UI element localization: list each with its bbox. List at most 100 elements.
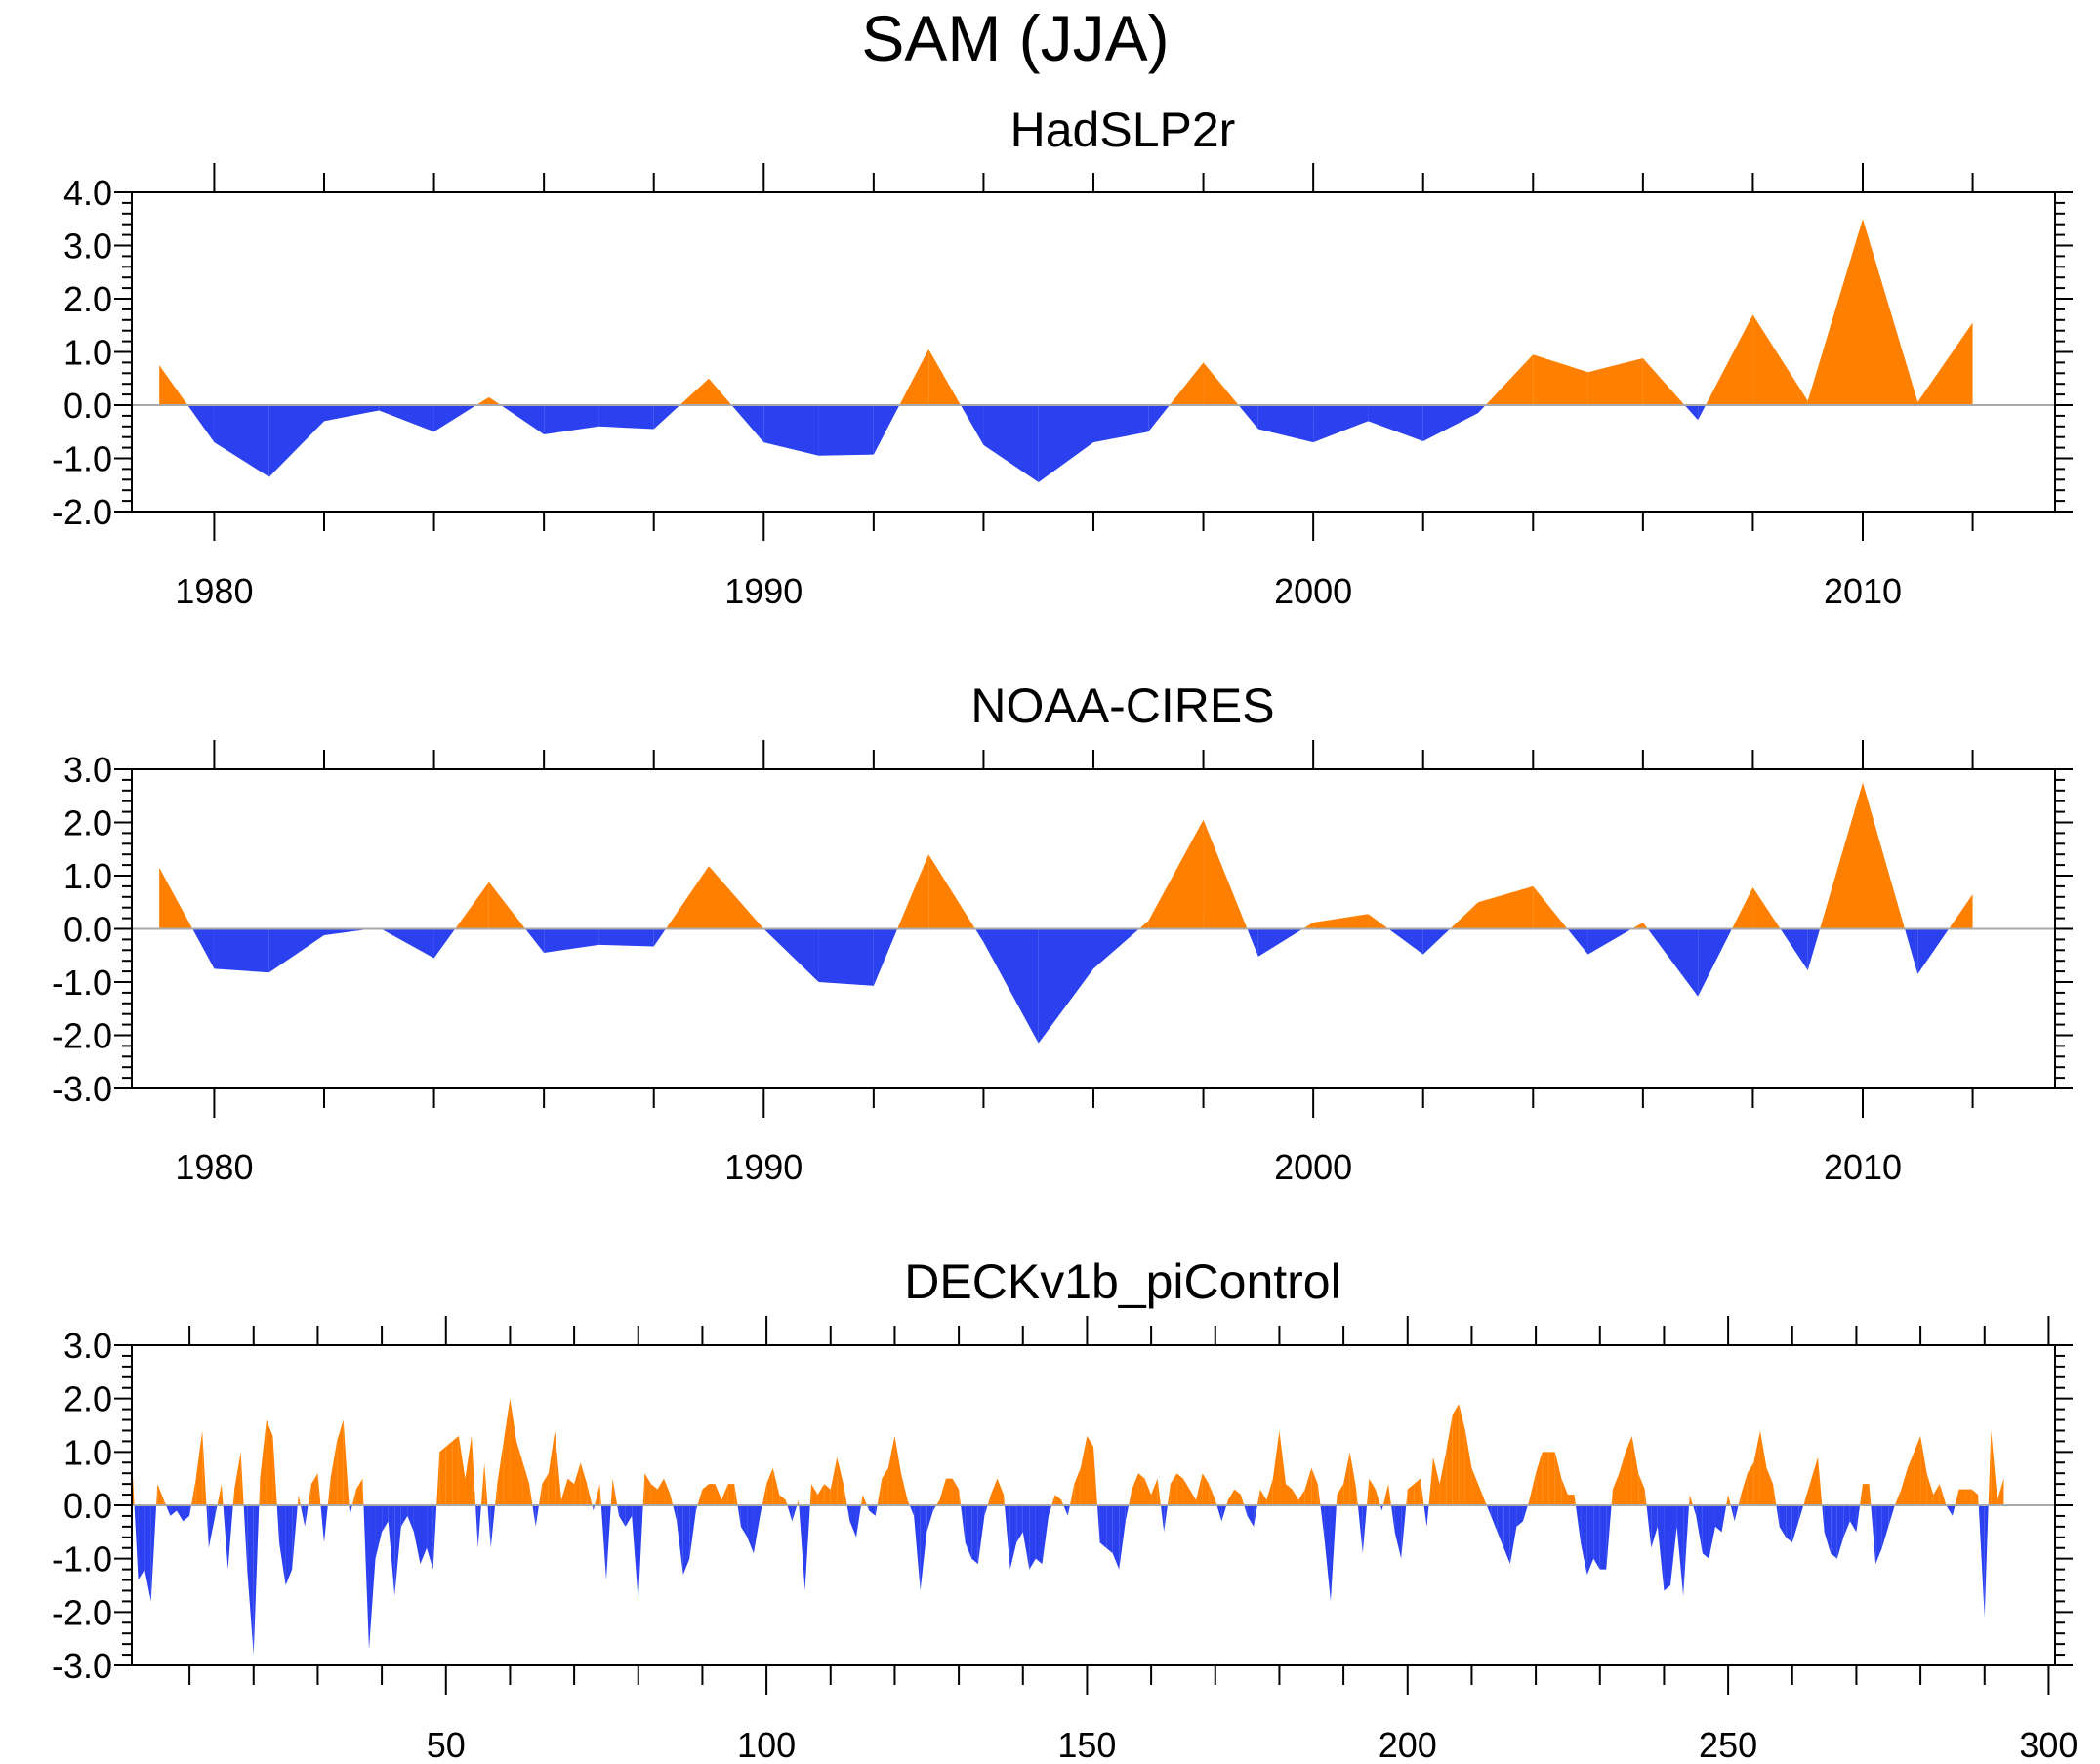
positive-area bbox=[644, 1473, 651, 1505]
positive-area bbox=[1367, 1478, 1370, 1505]
positive-area bbox=[1732, 886, 1753, 929]
negative-area bbox=[268, 928, 324, 973]
negative-area bbox=[413, 1505, 421, 1565]
negative-area bbox=[1696, 1505, 1703, 1554]
positive-area bbox=[580, 1462, 588, 1505]
negative-area bbox=[1257, 928, 1303, 957]
positive-area bbox=[1241, 1495, 1245, 1505]
negative-area bbox=[1320, 1505, 1325, 1538]
panel-3: DECKv1b_piControl -3.0 -2.0 -1.0 0.0 1.0 2.0 3.… bbox=[52, 1254, 2079, 1764]
negative-area bbox=[144, 1505, 151, 1602]
positive-area bbox=[1619, 1452, 1626, 1505]
negative-area bbox=[487, 1505, 491, 1548]
positive-area bbox=[465, 1435, 473, 1505]
y-tick-label: 4.0 bbox=[63, 173, 112, 213]
negative-area bbox=[1422, 405, 1478, 442]
positive-area bbox=[1369, 1478, 1376, 1505]
positive-area bbox=[548, 1430, 556, 1505]
positive-area bbox=[1439, 1452, 1447, 1505]
negative-area bbox=[1119, 1505, 1126, 1570]
negative-area bbox=[324, 1505, 328, 1543]
negative-area bbox=[1254, 1505, 1257, 1527]
positive-area bbox=[1533, 885, 1568, 929]
negative-area bbox=[1734, 1505, 1739, 1522]
negative-area bbox=[324, 928, 372, 936]
negative-area bbox=[689, 1505, 696, 1559]
positive-area bbox=[1478, 1484, 1485, 1505]
negative-area bbox=[1786, 1505, 1792, 1543]
positive-area bbox=[497, 1441, 504, 1505]
negative-area bbox=[875, 1505, 878, 1516]
negative-area bbox=[737, 1505, 741, 1527]
negative-area bbox=[1917, 928, 1950, 974]
y-tick-label: -1.0 bbox=[52, 963, 112, 1003]
positive-area bbox=[1272, 1430, 1280, 1505]
positive-area bbox=[599, 1484, 601, 1505]
negative-area bbox=[1497, 1505, 1504, 1548]
positive-area bbox=[1298, 1489, 1305, 1505]
negative-area bbox=[1646, 1505, 1652, 1548]
positive-area bbox=[1533, 354, 1588, 405]
negative-area bbox=[638, 1505, 643, 1602]
positive-area bbox=[567, 1478, 575, 1505]
positive-area bbox=[159, 365, 188, 405]
negative-area bbox=[920, 1505, 927, 1591]
positive-area bbox=[234, 1452, 241, 1505]
negative-area bbox=[1881, 1505, 1889, 1548]
positive-area bbox=[945, 1478, 953, 1505]
positive-area bbox=[445, 1441, 453, 1505]
negative-area bbox=[1952, 1505, 1956, 1516]
positive-area bbox=[997, 1478, 1005, 1505]
positive-area bbox=[1642, 358, 1685, 405]
negative-area bbox=[1238, 405, 1258, 430]
negative-area bbox=[1478, 405, 1486, 414]
negative-area bbox=[682, 1505, 690, 1576]
negative-area bbox=[1422, 928, 1451, 955]
negative-area bbox=[971, 1505, 978, 1565]
positive-area bbox=[330, 1441, 338, 1505]
negative-area bbox=[382, 1505, 389, 1533]
x-tick-label: 2010 bbox=[1824, 1147, 1902, 1187]
negative-area bbox=[677, 1505, 683, 1576]
positive-area bbox=[1542, 1452, 1549, 1505]
positive-area bbox=[1093, 1446, 1098, 1505]
positive-area bbox=[1356, 1489, 1358, 1505]
negative-area bbox=[1575, 1505, 1582, 1543]
positive-area bbox=[1726, 1495, 1729, 1505]
positive-area bbox=[159, 867, 193, 929]
negative-area bbox=[1843, 1505, 1850, 1538]
positive-area bbox=[877, 1478, 883, 1505]
negative-area bbox=[1651, 1505, 1658, 1548]
y-tick-label: -1.0 bbox=[52, 1539, 112, 1579]
positive-area bbox=[475, 396, 489, 405]
y-tick-label: -2.0 bbox=[52, 492, 112, 532]
y-tick-label: 1.0 bbox=[63, 856, 112, 896]
negative-area bbox=[1581, 1505, 1587, 1576]
negative-area bbox=[1698, 405, 1707, 421]
positive-area bbox=[1317, 1484, 1321, 1505]
negative-area bbox=[134, 1505, 139, 1580]
negative-area bbox=[605, 1505, 611, 1580]
negative-area bbox=[381, 928, 434, 959]
positive-area bbox=[1259, 1489, 1267, 1505]
positive-area bbox=[1311, 1467, 1318, 1505]
positive-area bbox=[766, 1467, 773, 1505]
positive-area bbox=[1484, 1499, 1487, 1505]
positive-area bbox=[1157, 1478, 1161, 1505]
positive-area bbox=[817, 1484, 825, 1505]
negative-area bbox=[1849, 1505, 1857, 1533]
negative-area bbox=[983, 405, 1039, 483]
y-tick-label: 2.0 bbox=[63, 803, 112, 843]
negative-area bbox=[1093, 928, 1139, 969]
positive-area bbox=[762, 1484, 767, 1505]
positive-area bbox=[1759, 1430, 1767, 1505]
negative-area bbox=[1160, 1505, 1165, 1533]
positive-area bbox=[709, 866, 764, 929]
positive-area bbox=[1933, 1484, 1940, 1505]
positive-area bbox=[542, 1473, 549, 1505]
negative-area bbox=[1125, 1505, 1130, 1522]
negative-area bbox=[375, 1505, 383, 1559]
positive-area bbox=[1176, 1473, 1183, 1505]
positive-area bbox=[1803, 1499, 1805, 1505]
positive-area bbox=[1209, 1484, 1215, 1505]
